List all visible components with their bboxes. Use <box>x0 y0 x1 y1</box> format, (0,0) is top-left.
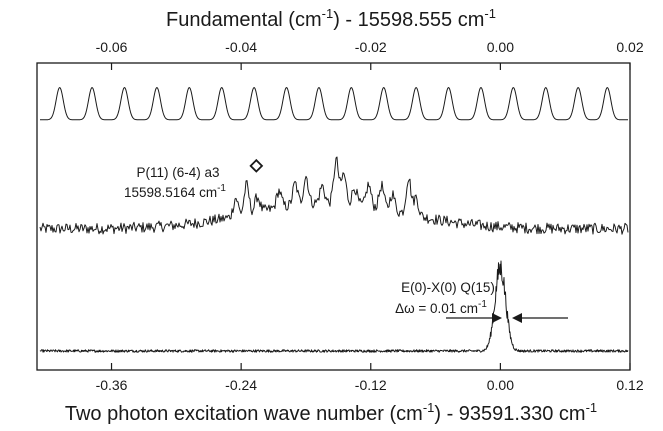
p-line-value: 15598.5164 cm-1 <box>124 183 226 200</box>
bottom-tick-label: 0.00 <box>487 377 514 393</box>
spectrum-traces <box>39 87 629 353</box>
top-tick-label: 0.00 <box>487 39 514 55</box>
top-tick-label: -0.06 <box>96 39 128 55</box>
bottom-tick-label: -0.24 <box>225 377 257 393</box>
bottom-tick-label: -0.36 <box>96 377 128 393</box>
bottom-axis-ticks: -0.36 -0.24 -0.12 0.00 0.12 <box>96 363 644 393</box>
left-arrowhead-icon <box>492 313 502 323</box>
spectrum-trace <box>39 156 629 235</box>
linewidth-label: Δω = 0.01 cm-1 <box>395 299 487 316</box>
top-tick-label: 0.02 <box>616 39 643 55</box>
plot-frame <box>36 62 631 371</box>
right-arrowhead-icon <box>512 313 522 323</box>
top-axis-ticks: -0.06 -0.04 -0.02 0.00 0.02 <box>96 39 644 70</box>
diamond-marker-icon <box>249 158 264 173</box>
top-tick-label: -0.04 <box>225 39 257 55</box>
top-tick-label: -0.02 <box>355 39 387 55</box>
top-axis-title: Fundamental (cm-1) - 15598.555 cm-1 <box>166 6 496 31</box>
bottom-axis-title: Two photon excitation wave number (cm-1)… <box>65 400 597 425</box>
e-line-label: E(0)-X(0) Q(15) <box>401 280 495 295</box>
p-line-label: P(11) (6-4) a3 <box>136 165 219 180</box>
etalon-trace <box>40 87 628 121</box>
bottom-tick-label: 0.12 <box>616 377 643 393</box>
resonance-trace <box>39 260 629 353</box>
bottom-tick-label: -0.12 <box>355 377 387 393</box>
